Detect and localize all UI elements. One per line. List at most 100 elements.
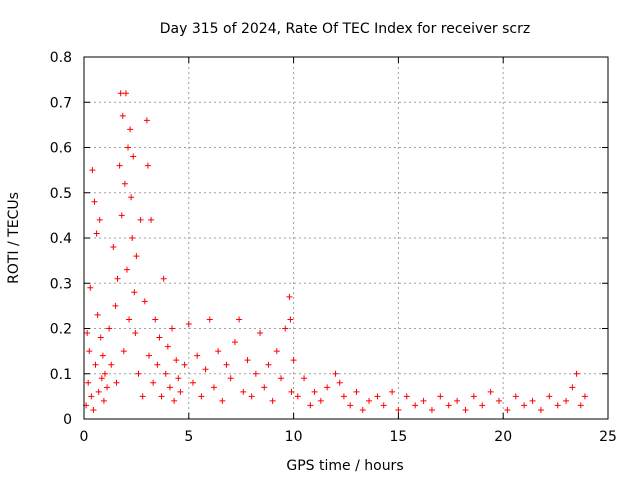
y-tick-label: 0.3 [50, 276, 72, 292]
data-point [169, 325, 176, 332]
data-point [113, 379, 120, 386]
data-point [108, 361, 115, 368]
data-point [336, 379, 343, 386]
data-point [288, 388, 295, 395]
data-point [573, 370, 580, 377]
data-point [194, 352, 201, 359]
y-tick-label: 0.4 [50, 231, 72, 247]
data-point [181, 361, 188, 368]
data-point [158, 393, 165, 400]
data-point [428, 406, 435, 413]
data-point [529, 397, 536, 404]
data-point [301, 375, 308, 382]
data-point [340, 393, 347, 400]
x-tick-label: 0 [80, 429, 89, 445]
data-point [286, 293, 293, 300]
data-point [359, 406, 366, 413]
data-point [244, 357, 251, 364]
data-point [86, 348, 93, 355]
data-point [261, 384, 268, 391]
data-point [154, 361, 161, 368]
data-point [162, 370, 169, 377]
data-point [101, 370, 108, 377]
data-point [189, 379, 196, 386]
data-point [412, 402, 419, 409]
data-point [470, 393, 477, 400]
data-point [496, 397, 503, 404]
x-tick-label: 25 [599, 429, 617, 445]
data-point [99, 352, 106, 359]
y-tick-label: 0.8 [50, 50, 72, 66]
data-point [175, 375, 182, 382]
data-point [143, 117, 150, 124]
data-point [479, 402, 486, 409]
data-point [152, 316, 159, 323]
x-tick-label: 10 [285, 429, 303, 445]
data-point [137, 216, 144, 223]
data-point [202, 366, 209, 373]
data-point [504, 406, 511, 413]
data-point [454, 397, 461, 404]
data-point [332, 370, 339, 377]
data-point [252, 370, 259, 377]
data-point [160, 275, 167, 282]
data-point [265, 361, 272, 368]
data-point [173, 357, 180, 364]
data-point [88, 393, 95, 400]
data-point [125, 144, 132, 151]
data-point [132, 330, 139, 337]
data-point [156, 334, 163, 341]
data-points [83, 90, 588, 413]
y-tick-label: 0.2 [50, 322, 72, 338]
data-point [324, 384, 331, 391]
x-tick-label: 20 [494, 429, 512, 445]
y-tick-label: 0.1 [50, 367, 72, 383]
data-point [420, 397, 427, 404]
data-point [227, 375, 234, 382]
x-tick-label: 15 [389, 429, 407, 445]
data-point [133, 253, 140, 260]
data-point [462, 406, 469, 413]
data-point [537, 406, 544, 413]
data-point [231, 339, 238, 346]
data-point [290, 357, 297, 364]
data-point [139, 393, 146, 400]
data-point [563, 397, 570, 404]
data-point [130, 153, 137, 160]
data-point [144, 162, 151, 169]
data-point [150, 379, 157, 386]
data-point [145, 352, 152, 359]
data-point [110, 244, 117, 251]
data-point [117, 90, 124, 97]
data-point [554, 402, 561, 409]
data-point [94, 311, 101, 318]
data-point [366, 397, 373, 404]
grid-lines [84, 57, 608, 419]
data-point [223, 361, 230, 368]
data-point [395, 406, 402, 413]
data-point [122, 90, 129, 97]
data-point [240, 388, 247, 395]
data-point [445, 402, 452, 409]
data-point [90, 406, 97, 413]
data-point [128, 194, 135, 201]
data-point [215, 348, 222, 355]
data-point [389, 388, 396, 395]
data-point [219, 397, 226, 404]
data-point [278, 375, 285, 382]
data-point [347, 402, 354, 409]
data-point [118, 212, 125, 219]
data-point [353, 388, 360, 395]
data-point [121, 180, 128, 187]
data-point [269, 397, 276, 404]
y-tick-label: 0.6 [50, 141, 72, 157]
data-point [100, 397, 107, 404]
data-point [119, 112, 126, 119]
x-axis-label: GPS time / hours [286, 458, 403, 474]
data-point [437, 393, 444, 400]
data-point [131, 289, 138, 296]
data-point [403, 393, 410, 400]
data-point [166, 384, 173, 391]
data-point [311, 388, 318, 395]
